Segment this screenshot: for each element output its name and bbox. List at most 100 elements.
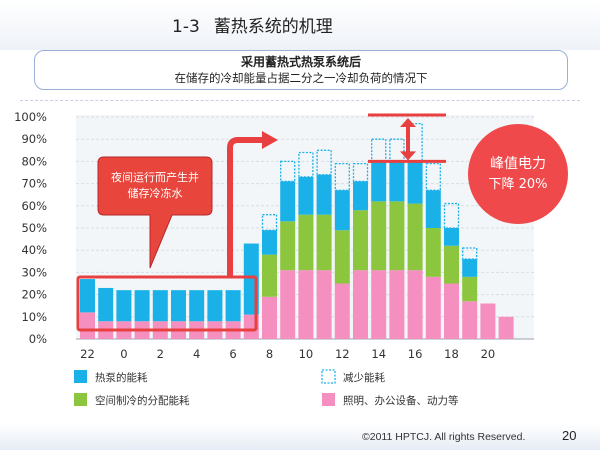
legend-swatch: [74, 370, 87, 383]
legend-label: 照明、办公设备、动力等: [343, 394, 459, 407]
y-tick-label: 50%: [21, 221, 47, 235]
bar-distribution-cooling: [389, 201, 405, 271]
bar-distribution-cooling: [262, 254, 277, 297]
bar-heat-pump: [316, 174, 332, 215]
y-tick-label: 100%: [14, 110, 47, 124]
bar-distribution-cooling: [316, 214, 332, 271]
bar-distribution-cooling: [444, 245, 459, 284]
bar-heat-pump: [262, 230, 277, 255]
y-tick-label: 40%: [21, 243, 47, 257]
shift-arrow: [227, 137, 262, 277]
bar-lighting-office: [462, 301, 478, 339]
legend-swatch: [321, 369, 336, 384]
bar-heat-pump: [407, 161, 423, 204]
bar-reduced-energy: [261, 214, 278, 231]
night-callout-bubble: [97, 156, 213, 269]
bar-distribution-cooling: [280, 221, 296, 271]
y-tick-label: 10%: [21, 310, 47, 324]
x-tick-label: 0: [120, 347, 127, 361]
legend-label: 热泵的能耗: [95, 371, 148, 384]
bar-lighting-office: [353, 270, 368, 339]
bar-reduced-energy: [443, 202, 460, 229]
y-tick-label: 80%: [21, 154, 47, 168]
bar-heat-pump: [462, 259, 478, 277]
legend-swatch: [74, 393, 87, 406]
bar-lighting-office: [80, 312, 95, 339]
bar-lighting-office: [298, 270, 314, 339]
bar-heat-pump: [134, 290, 150, 322]
y-tick-label: 70%: [21, 177, 47, 191]
title-text: 蓄热系统的机理: [213, 17, 333, 37]
legend-label: 空间制冷的分配能耗: [95, 394, 190, 407]
night-callout-line-1: 夜间运行而产生并: [111, 170, 199, 184]
bar-heat-pump: [98, 287, 114, 322]
bar-reduced-energy: [298, 151, 314, 178]
bar-heat-pump: [189, 290, 205, 322]
copyright-text: ©2011 HPTCJ. All rights Reserved.: [362, 431, 526, 443]
bar-distribution-cooling: [407, 203, 423, 271]
bar-reduced-energy: [462, 247, 478, 260]
bar-lighting-office: [389, 270, 405, 339]
x-tick-label: 16: [408, 347, 423, 361]
bar-reduced-energy: [352, 162, 369, 183]
x-tick-label: 14: [371, 347, 386, 361]
divider: [20, 100, 580, 101]
x-tick-label: 12: [335, 347, 350, 361]
bar-heat-pump: [225, 290, 241, 322]
bar-heat-pump: [298, 176, 314, 215]
bar-distribution-cooling: [462, 276, 478, 302]
bar-heat-pump: [353, 181, 368, 211]
shift-arrow-head: [262, 131, 278, 149]
peak-arrow-up: [400, 118, 416, 127]
y-tick-label: 90%: [21, 132, 47, 146]
bar-reduced-energy: [316, 149, 332, 176]
page-number: 20: [562, 428, 577, 443]
x-tick-label: 2: [157, 347, 164, 361]
x-tick-label: 6: [229, 347, 236, 361]
bar-heat-pump: [334, 190, 350, 231]
x-tick-label: 4: [193, 347, 200, 361]
x-tick-label: 18: [444, 347, 459, 361]
bar-heat-pump: [389, 161, 405, 202]
peak-callout-line-2: 下降 20%: [488, 177, 547, 192]
bar-lighting-office: [444, 283, 459, 339]
bar-lighting-office: [262, 296, 277, 339]
bar-lighting-office: [425, 276, 441, 339]
x-tick-label: 10: [299, 347, 314, 361]
bar-distribution-cooling: [298, 214, 314, 271]
x-tick-label: 8: [266, 347, 273, 361]
subtitle-box: 采用蓄热式热泵系统后 在储存的冷却能量占据二分之一冷却负荷的情况下: [34, 50, 568, 90]
subtitle-line-2: 在储存的冷却能量占据二分之一冷却负荷的情况下: [174, 71, 428, 85]
bar-heat-pump: [80, 279, 95, 313]
bar-distribution-cooling: [353, 210, 368, 271]
bar-distribution-cooling: [371, 201, 387, 271]
night-callout-line-2: 储存冷冻水: [128, 186, 183, 200]
bar-lighting-office: [280, 270, 296, 339]
header-band: [0, 0, 600, 50]
bar-lighting-office: [316, 270, 332, 339]
footer-band: [0, 424, 600, 450]
y-tick-label: 30%: [21, 265, 47, 279]
bar-reduced-energy: [334, 162, 350, 191]
night-storage-highlight: [76, 275, 258, 332]
bar-reduced-energy: [280, 160, 296, 183]
bar-heat-pump: [371, 161, 387, 202]
y-tick-label: 0%: [29, 332, 47, 346]
legend-label: 减少能耗: [343, 371, 385, 384]
bar-lighting-office: [498, 316, 514, 339]
bar-heat-pump: [444, 228, 459, 246]
bar-lighting-office: [371, 270, 387, 339]
bar-distribution-cooling: [425, 228, 441, 277]
bar-heat-pump: [207, 290, 223, 322]
y-tick-label: 60%: [21, 199, 47, 213]
subtitle-line-1: 采用蓄热式热泵系统后: [240, 55, 361, 69]
peak-arrow-down: [400, 151, 416, 161]
bar-reduced-energy: [425, 162, 441, 191]
page-title: 1-3 蓄热系统的机理: [172, 12, 333, 37]
bar-lighting-office: [407, 270, 423, 339]
legend-swatch: [322, 393, 335, 406]
bar-heat-pump: [171, 290, 186, 322]
y-tick-label: 20%: [21, 288, 47, 302]
peak-callout-line-1: 峰值电力: [490, 156, 546, 172]
